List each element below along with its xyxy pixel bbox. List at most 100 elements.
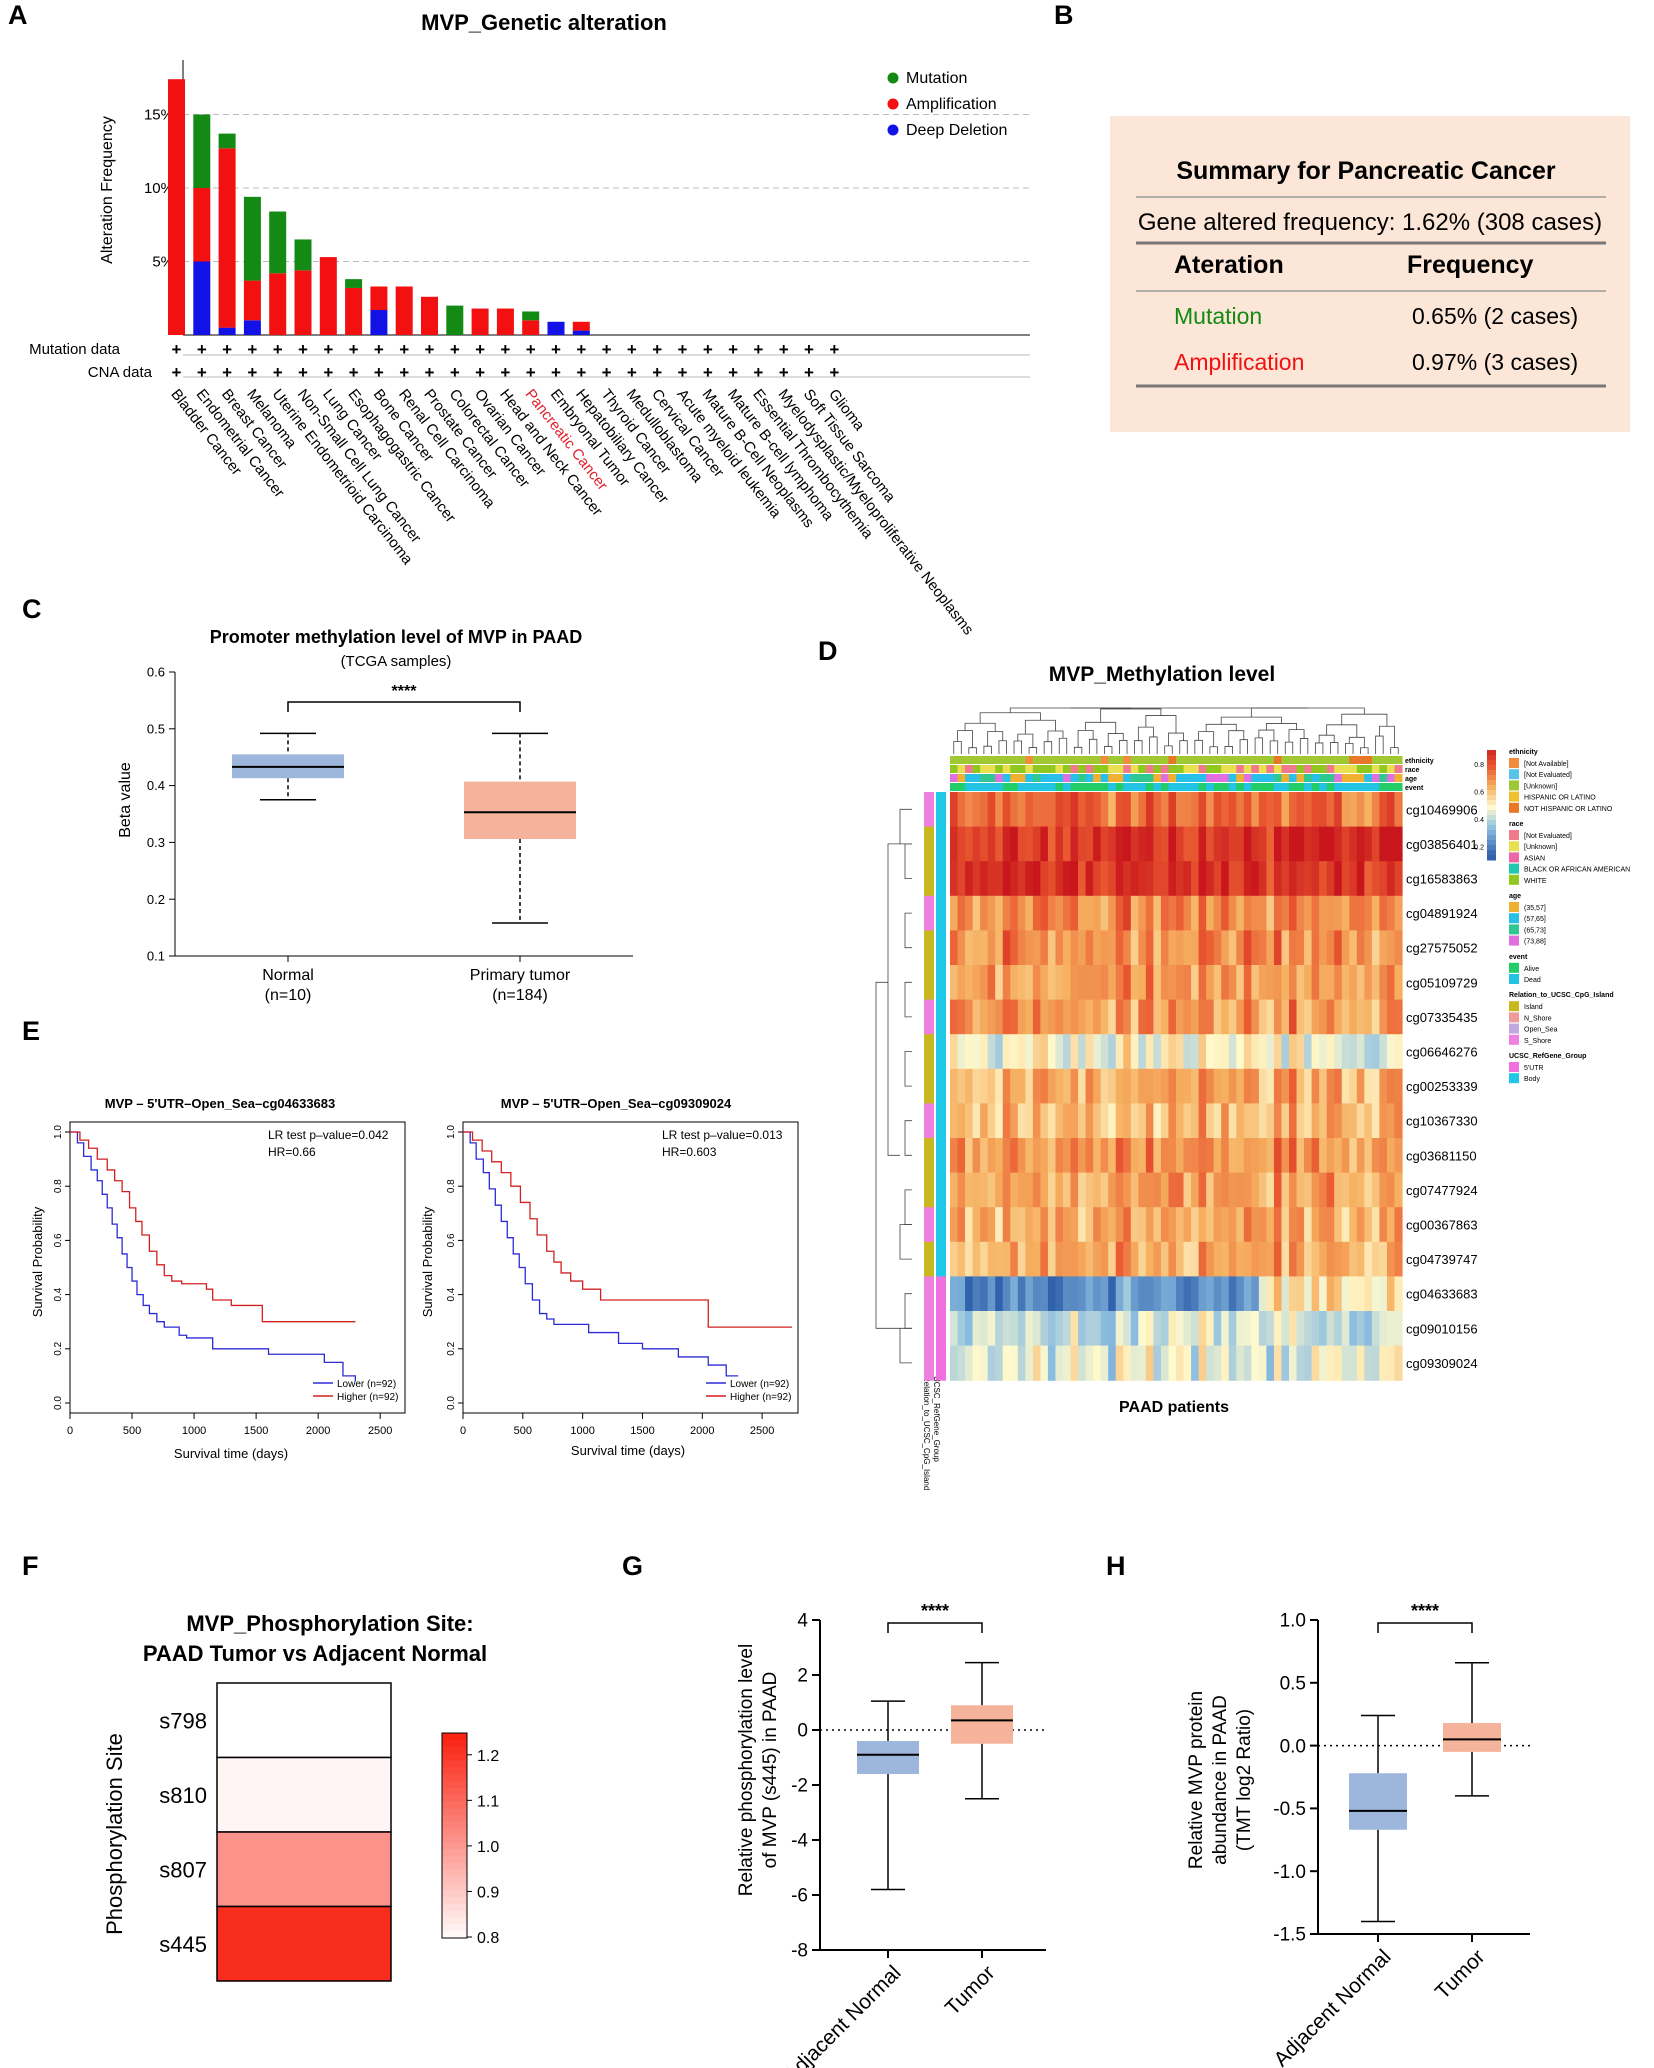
heatmap-cell xyxy=(1311,1034,1320,1070)
annotation-cell-ethnicity xyxy=(1153,756,1162,764)
heatmap-cell xyxy=(1017,1103,1026,1139)
heatmap-cell xyxy=(1319,965,1328,1001)
side-annotation-refgene-cell xyxy=(936,792,946,828)
heatmap-cell xyxy=(1160,930,1170,966)
heatmap-cell xyxy=(1364,792,1373,828)
annotation-cell-race xyxy=(1364,765,1373,773)
panel-e1-ylabel: Survival Probability xyxy=(30,1206,45,1317)
heatmap-cell xyxy=(972,1138,981,1174)
heatmap-cell xyxy=(1047,1068,1057,1104)
heatmap-cell xyxy=(1228,1172,1237,1208)
heatmap-cell xyxy=(1130,965,1139,1001)
heatmap-cell xyxy=(1160,1172,1170,1208)
km-curve-higher xyxy=(463,1131,793,1328)
heatmap-cell xyxy=(1168,1241,1177,1277)
side-annotation-cpg-cell xyxy=(924,1207,934,1243)
heatmap-cell xyxy=(1221,792,1230,828)
km-legend-label: Higher (n=92) xyxy=(730,1392,791,1403)
annotation-cell-race xyxy=(1258,765,1267,773)
colorbar-tick-label: 1.2 xyxy=(477,1748,499,1765)
heatmap-cell xyxy=(1115,1311,1124,1347)
row-dendrogram-branch xyxy=(904,1293,912,1329)
heatmap-cell xyxy=(1364,1241,1373,1277)
heatmap-cell xyxy=(1258,1172,1267,1208)
legend-item-label: [Unknown] xyxy=(1524,844,1557,851)
colorbar-tick-label: 0.8 xyxy=(1474,762,1484,769)
ytick-label: 0.0 xyxy=(1280,1736,1306,1757)
mutation-data-marker: + xyxy=(197,340,207,359)
panel-letter-c: C xyxy=(22,594,42,624)
legend-swatch xyxy=(1509,758,1519,768)
colorbar-segment xyxy=(442,1821,467,1830)
heatmap-cell xyxy=(1176,965,1185,1001)
annotation-cell-age xyxy=(1145,774,1154,782)
annotation-cell-age xyxy=(1243,774,1252,782)
heatmap-cell xyxy=(1198,1103,1207,1139)
heatmap-cell xyxy=(1311,1103,1320,1139)
cna-data-marker: + xyxy=(703,363,713,382)
km-curve-lower xyxy=(70,1131,357,1382)
panel-a-row-label-cna: CNA data xyxy=(88,364,153,381)
annotation-cell-age xyxy=(1025,774,1034,782)
annotation-cell-event xyxy=(1138,783,1147,791)
heatmap-cell xyxy=(1160,1276,1170,1312)
heatmap-cell xyxy=(1311,1207,1320,1243)
annotation-cell-age xyxy=(1251,774,1260,782)
cna-data-marker: + xyxy=(273,363,283,382)
legend-item-label: S_Shore xyxy=(1524,1038,1551,1045)
annotation-cell-ethnicity xyxy=(1221,756,1230,764)
heatmap-cell xyxy=(950,965,959,1001)
side-annotation-cpg-cell xyxy=(924,1103,934,1139)
dendrogram-branch xyxy=(1269,740,1279,754)
heatmap-cell xyxy=(1289,861,1298,897)
heatmap-cell xyxy=(1221,861,1230,897)
dendrogram-branch xyxy=(1224,746,1233,754)
annotation-cell-race xyxy=(1160,765,1169,773)
heatmap-cell xyxy=(950,1103,959,1139)
heatmap-cell xyxy=(1326,792,1335,828)
ytick-label: 1.0 xyxy=(1280,1611,1306,1632)
heatmap-cell xyxy=(1078,1103,1087,1139)
heatmap-cell xyxy=(1228,1276,1237,1312)
heatmap-cell xyxy=(1326,1276,1335,1312)
heatmap-cell xyxy=(1386,1241,1396,1277)
heatmap-cell xyxy=(1296,1068,1305,1104)
heatmap-cell xyxy=(1236,965,1245,1001)
heatmap-row-label: cg09010156 xyxy=(1406,1321,1478,1336)
heatmap-cell xyxy=(1168,1345,1177,1381)
heatmap-cell xyxy=(1356,1345,1365,1381)
dendrogram-branch xyxy=(1073,746,1083,754)
heatmap-cell xyxy=(1191,895,1200,931)
heatmap-cell xyxy=(980,999,989,1035)
dendrogram-branch xyxy=(1024,719,1056,735)
heatmap-cell xyxy=(1002,1276,1011,1312)
panel-g-ylabel-line2: of MVP (s445) in PAAD xyxy=(760,1672,781,1869)
heatmap-cell xyxy=(1115,999,1124,1035)
heatmap-cell xyxy=(1032,1345,1041,1381)
heatmap-row-label: cg07477924 xyxy=(1406,1183,1478,1198)
cna-data-marker: + xyxy=(450,363,460,382)
heatmap-cell xyxy=(1371,1068,1380,1104)
heatmap-cell xyxy=(1145,1068,1154,1104)
annotation-cell-age xyxy=(1183,774,1192,782)
bar-mutation xyxy=(446,305,464,335)
heatmap-cell xyxy=(972,895,981,931)
heatmap-cell xyxy=(1289,1207,1298,1243)
heatmap-cell xyxy=(1168,1207,1177,1243)
heatmap-cell xyxy=(1221,1103,1230,1139)
annotation-cell-event xyxy=(1319,783,1328,791)
annotation-cell-age xyxy=(1213,774,1222,782)
heatmap-cell xyxy=(1093,1172,1102,1208)
heatmap-cell xyxy=(1304,930,1313,966)
heatmap-cell xyxy=(1258,1034,1267,1070)
dendrogram-branch xyxy=(1254,737,1264,754)
heatmap-cell xyxy=(1386,1172,1396,1208)
annotation-cell-event xyxy=(1206,783,1215,791)
annotation-cell-ethnicity xyxy=(1273,756,1282,764)
annotation-cell-race xyxy=(1296,765,1305,773)
annotation-cell-age xyxy=(980,774,989,782)
annotation-cell-race xyxy=(1266,765,1275,773)
heatmap-cell xyxy=(1289,1172,1298,1208)
heatmap-cell xyxy=(1115,1241,1124,1277)
dendrogram-branch xyxy=(1341,713,1388,727)
